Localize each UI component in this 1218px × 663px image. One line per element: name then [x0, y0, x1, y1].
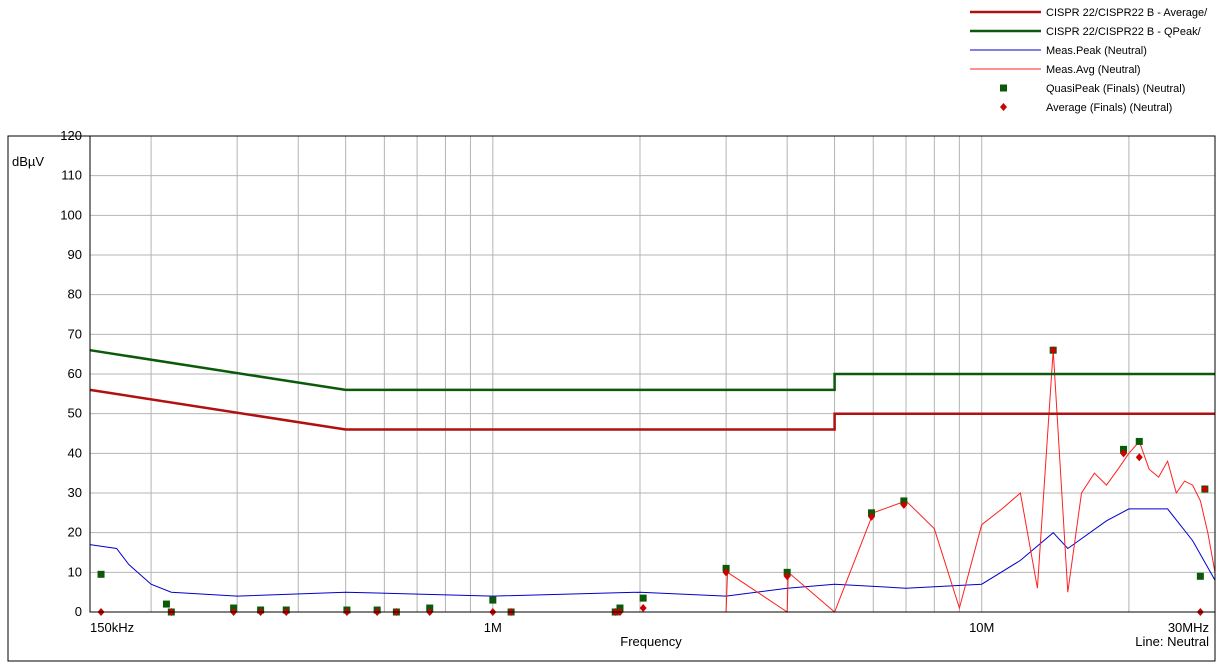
- series-5: [97, 346, 1209, 616]
- series-line-1: [89, 348, 1215, 392]
- series-line-2: [89, 508, 1216, 597]
- y-axis-ticks: 0 10 20 30 40 50 60 70 80 90 100 110 120: [60, 128, 82, 619]
- y-tick-label-5: 50: [68, 406, 82, 421]
- plot-area: [89, 135, 1216, 613]
- y-tick-label-0: 0: [75, 604, 82, 619]
- series-4: [97, 346, 1209, 616]
- x-tick-label-2: 10M: [969, 620, 994, 635]
- y-tick-label-4: 40: [68, 445, 82, 460]
- quasipeak-marker-14: [639, 594, 647, 602]
- quasipeak-marker-22: [1196, 572, 1204, 580]
- average-marker-14: [722, 568, 730, 577]
- average-marker-22: [1201, 485, 1209, 494]
- legend: CISPR 22/CISPR22 B - Average/CISPR 22/CI…: [970, 7, 1208, 114]
- legend-label-4: QuasiPeak (Finals) (Neutral): [1046, 83, 1185, 95]
- line-indicator: Line: Neutral: [1135, 634, 1209, 649]
- series-layer: [89, 346, 1216, 616]
- series-2: [89, 508, 1216, 597]
- y-tick-label-2: 20: [68, 525, 82, 540]
- series-1: [89, 348, 1215, 392]
- legend-swatch-5: [1000, 103, 1007, 111]
- average-marker-15: [783, 572, 791, 581]
- y-tick-label-12: 120: [60, 128, 82, 143]
- y-tick-label-9: 90: [68, 247, 82, 262]
- legend-label-1: CISPR 22/CISPR22 B - QPeak/: [1046, 26, 1202, 38]
- series-0: [89, 388, 1215, 431]
- y-tick-label-8: 80: [68, 287, 82, 302]
- legend-label-2: Meas.Peak (Neutral): [1046, 45, 1147, 57]
- legend-label-3: Meas.Avg (Neutral): [1046, 64, 1141, 76]
- quasipeak-marker-10: [489, 596, 497, 604]
- y-tick-label-11: 110: [61, 168, 82, 183]
- average-marker-20: [1135, 453, 1143, 462]
- y-tick-label-3: 30: [68, 485, 82, 500]
- series-line-0: [89, 388, 1215, 431]
- quasipeak-marker-21: [1135, 437, 1143, 445]
- x-tick-label-1: 1M: [484, 620, 502, 635]
- average-marker-18: [1049, 346, 1057, 355]
- quasipeak-marker-0: [97, 570, 105, 578]
- grid: [90, 135, 1215, 613]
- legend-label-5: Average (Finals) (Neutral): [1046, 102, 1172, 114]
- outer-frame: [7, 135, 1216, 662]
- y-tick-label-7: 70: [68, 326, 82, 341]
- y-tick-label-1: 10: [68, 564, 82, 579]
- x-tick-label-3: 30MHz: [1168, 620, 1209, 635]
- x-axis-label: Frequency: [620, 634, 682, 649]
- y-axis-label: dBµV: [12, 154, 44, 169]
- legend-label-0: CISPR 22/CISPR22 B - Average/: [1046, 7, 1208, 19]
- x-tick-label-0: 150kHz: [90, 620, 134, 635]
- average-marker-13: [639, 604, 647, 613]
- y-tick-label-10: 100: [60, 207, 82, 222]
- quasipeak-marker-1: [162, 600, 170, 608]
- x-axis-ticks: 150kHz 1M 10M 30MHz: [90, 620, 1209, 635]
- average-marker-16: [867, 512, 875, 521]
- average-marker-17: [900, 500, 908, 509]
- average-marker-19: [1120, 449, 1128, 458]
- legend-swatch-4: [1000, 84, 1007, 92]
- y-tick-label-6: 60: [68, 366, 82, 381]
